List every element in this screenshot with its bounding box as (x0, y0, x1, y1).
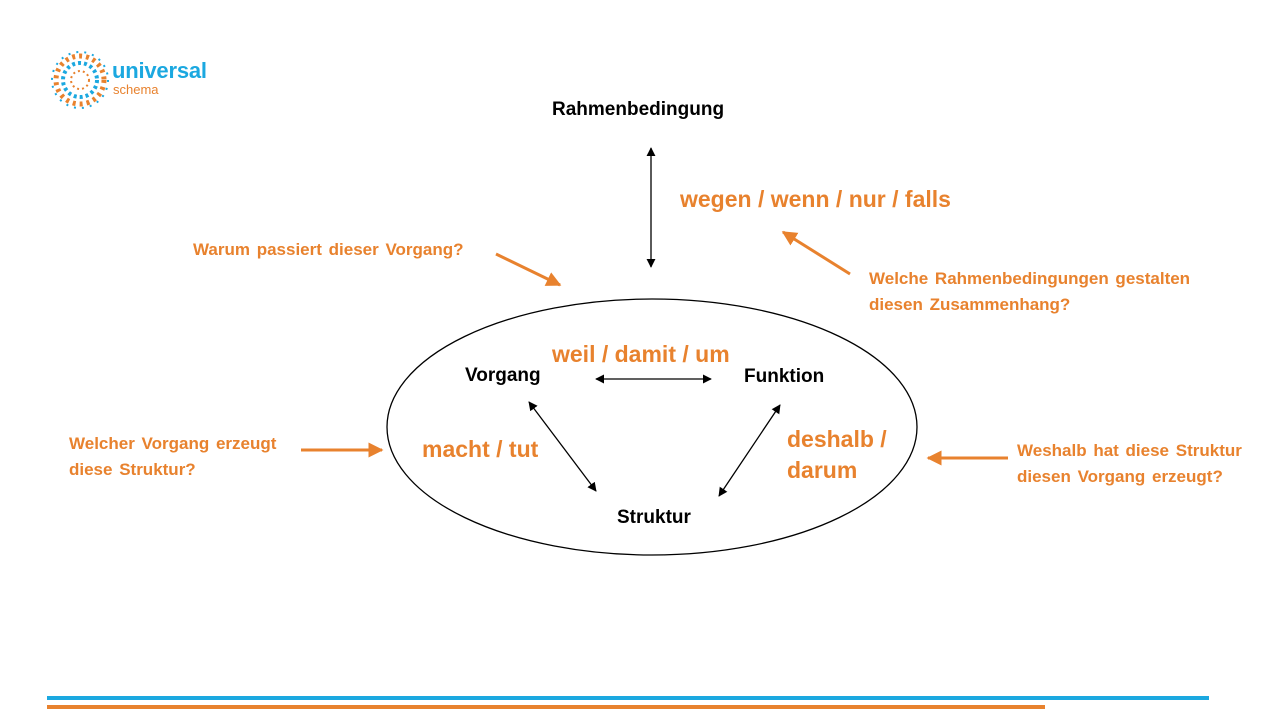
logo-word: universal (112, 58, 207, 83)
footer-bar-orange (47, 705, 1045, 709)
arrow-funktion-struktur (718, 404, 781, 497)
question-weshalb-line1: Weshalb hat diese Struktur (1017, 441, 1242, 460)
question-rahmen-line2: diesen Zusammenhang? (869, 295, 1071, 314)
arrow-vorgang-struktur (528, 401, 597, 492)
question-vorgang-line1: Welcher Vorgang erzeugt (69, 434, 277, 453)
question-rahmen-line1: Welche Rahmenbedingungen gestalten (869, 269, 1191, 288)
node-vorgang: Vorgang (465, 365, 541, 386)
connector-funktion-struktur-2: darum (787, 457, 858, 483)
arrow-warum (495, 252, 562, 287)
question-weshalb-line2: diesen Vorgang erzeugt? (1017, 467, 1223, 486)
connector-funktion-struktur-1: deshalb / (787, 426, 887, 452)
logo-icon (51, 51, 109, 109)
node-struktur: Struktur (617, 507, 691, 528)
connector-vorgang-funktion: weil / damit / um (552, 341, 730, 367)
question-vorgang-line2: diese Struktur? (69, 460, 196, 479)
node-funktion: Funktion (744, 366, 825, 387)
question-warum: Warum passiert dieser Vorgang? (193, 240, 464, 259)
logo-subtitle: schema (113, 82, 159, 97)
connector-vorgang-struktur: macht / tut (422, 436, 539, 462)
footer-bar-blue (47, 696, 1209, 700)
arrow-rahmen-question (781, 230, 851, 276)
system-ellipse (386, 298, 918, 556)
node-rahmenbedingung: Rahmenbedingung (552, 99, 725, 120)
connector-top: wegen / wenn / nur / falls (680, 186, 951, 212)
